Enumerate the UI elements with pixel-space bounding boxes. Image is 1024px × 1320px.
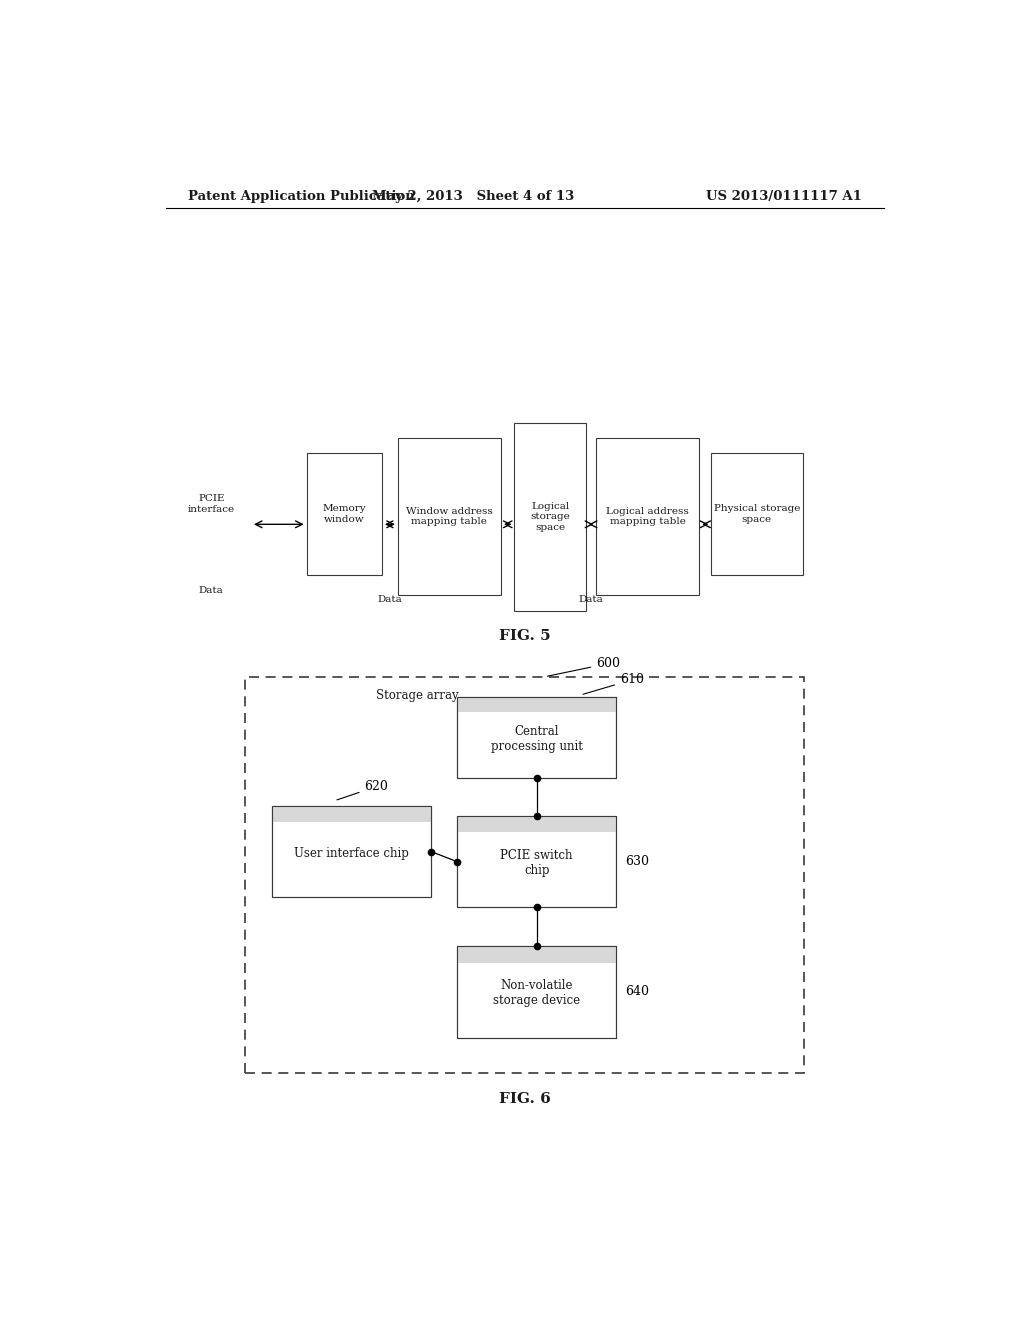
Text: 620: 620 bbox=[337, 780, 388, 800]
Text: Data: Data bbox=[199, 586, 223, 595]
Text: 600: 600 bbox=[548, 657, 621, 676]
Text: 630: 630 bbox=[625, 855, 649, 869]
Bar bbox=[458, 816, 616, 907]
Text: PCIE switch
chip: PCIE switch chip bbox=[501, 849, 573, 878]
Text: US 2013/0111117 A1: US 2013/0111117 A1 bbox=[707, 190, 862, 202]
Bar bbox=[458, 816, 616, 833]
Text: Logical address
mapping table: Logical address mapping table bbox=[606, 507, 689, 527]
Text: 640: 640 bbox=[625, 985, 649, 998]
Text: Data: Data bbox=[579, 595, 603, 605]
Text: User interface chip: User interface chip bbox=[294, 846, 410, 859]
Text: Storage array: Storage array bbox=[377, 689, 459, 701]
Bar bbox=[514, 422, 586, 611]
Bar bbox=[272, 805, 431, 822]
Bar bbox=[458, 697, 616, 711]
Bar bbox=[397, 438, 501, 595]
Bar bbox=[458, 697, 616, 779]
Bar bbox=[458, 816, 616, 907]
Bar bbox=[458, 946, 616, 962]
Text: FIG. 5: FIG. 5 bbox=[499, 630, 551, 643]
Text: PCIE
interface: PCIE interface bbox=[187, 494, 234, 513]
Text: FIG. 6: FIG. 6 bbox=[499, 1092, 551, 1106]
Text: Logical
storage
space: Logical storage space bbox=[530, 502, 570, 532]
Text: Patent Application Publication: Patent Application Publication bbox=[187, 190, 415, 202]
Bar bbox=[458, 946, 616, 1038]
Text: May 2, 2013   Sheet 4 of 13: May 2, 2013 Sheet 4 of 13 bbox=[372, 190, 574, 202]
Text: Memory
window: Memory window bbox=[323, 504, 366, 524]
Bar bbox=[458, 946, 616, 1038]
Text: Non-volatile
storage device: Non-volatile storage device bbox=[494, 979, 581, 1007]
Text: Central
processing unit: Central processing unit bbox=[490, 725, 583, 754]
Text: 610: 610 bbox=[583, 673, 644, 694]
Text: Physical storage
space: Physical storage space bbox=[714, 504, 800, 524]
Bar bbox=[306, 453, 382, 576]
Bar bbox=[272, 805, 431, 898]
Bar bbox=[246, 677, 804, 1073]
Bar bbox=[272, 805, 431, 898]
Text: Window address
mapping table: Window address mapping table bbox=[407, 507, 493, 527]
Bar bbox=[458, 697, 616, 779]
Bar bbox=[596, 438, 699, 595]
Text: Data: Data bbox=[378, 595, 402, 605]
Bar bbox=[712, 453, 803, 576]
